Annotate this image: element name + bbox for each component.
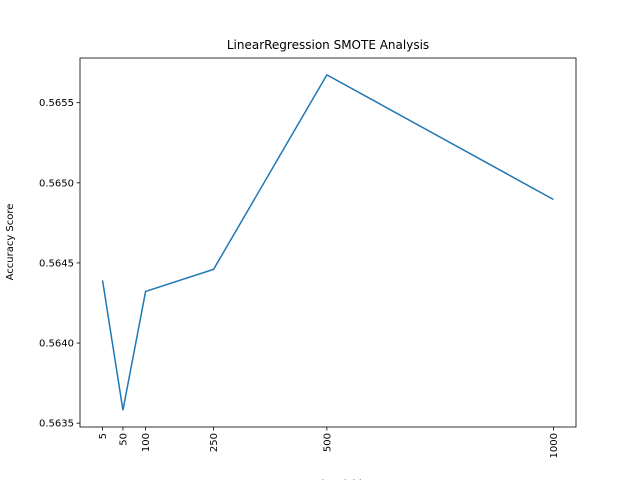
x-tick-label: 50 — [118, 433, 129, 446]
x-tick-label: 100 — [141, 433, 152, 452]
x-tick-label: 5 — [98, 433, 109, 439]
y-tick-label: 0.5650 — [39, 178, 74, 189]
x-tick-label: 1000 — [549, 433, 560, 458]
y-tick-label: 0.5640 — [39, 339, 74, 350]
y-tick-label: 0.5645 — [39, 258, 74, 269]
plot-frame — [79, 57, 577, 428]
x-tick-label: 250 — [209, 433, 220, 452]
y-tick-label: 0.5655 — [39, 98, 74, 109]
chart-title: LinearRegression SMOTE Analysis — [227, 38, 429, 52]
y-tick-label: 0.5635 — [39, 419, 74, 430]
y-axis-label: Accuracy Score — [5, 204, 16, 281]
data-line — [101, 73, 554, 411]
x-tick-label: 500 — [322, 433, 333, 452]
